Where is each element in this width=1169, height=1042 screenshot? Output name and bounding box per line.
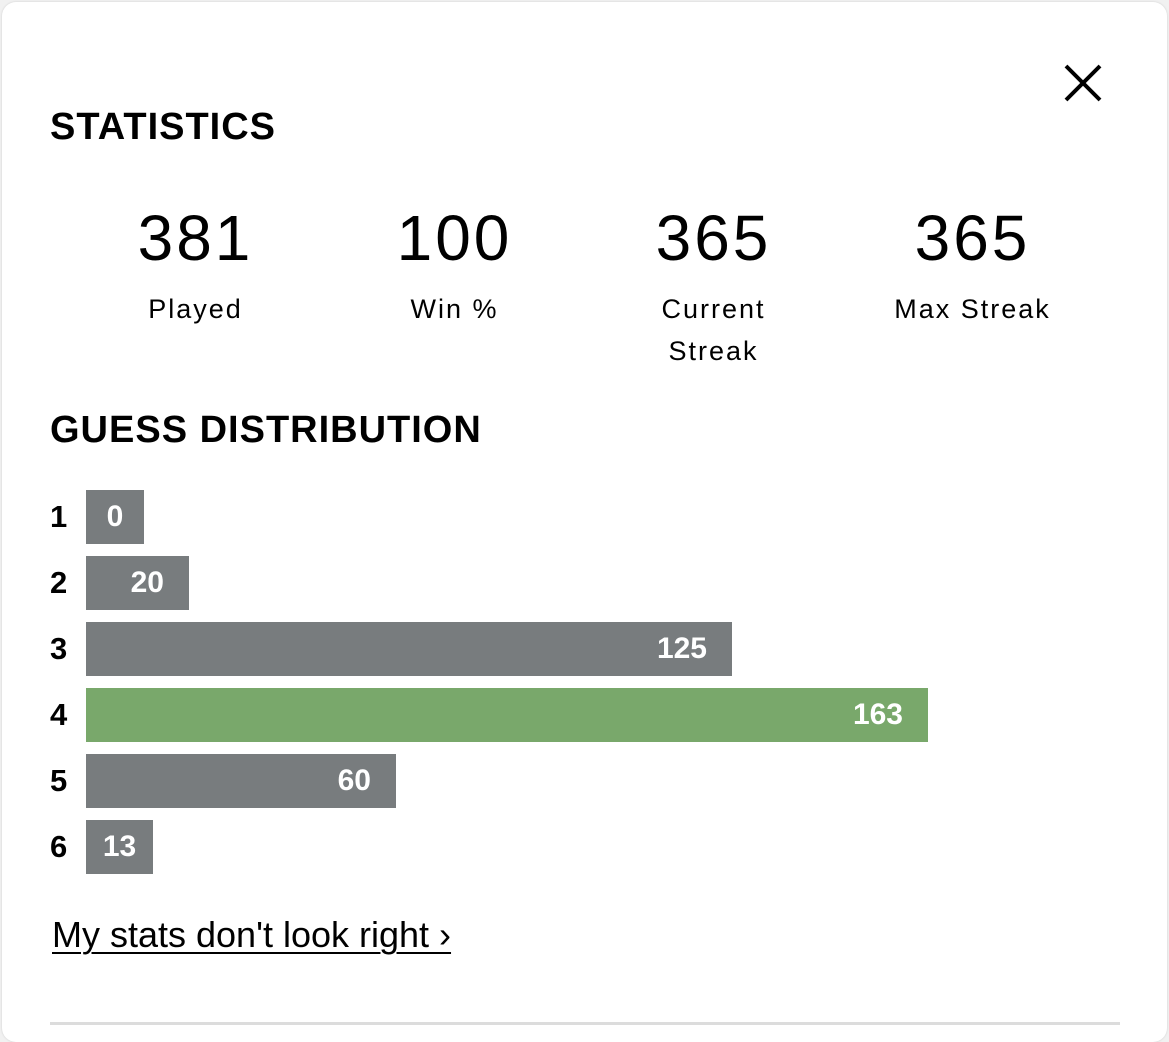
stats-feedback-link[interactable]: My stats don't look right › — [52, 914, 452, 955]
distribution-bar: 0 — [86, 490, 144, 544]
bar-count: 60 — [337, 764, 371, 797]
distribution-row-5: 5 60 — [50, 754, 1120, 808]
close-button[interactable] — [1062, 62, 1104, 104]
stat-value: 365 — [655, 202, 772, 274]
stat-label: Played — [148, 294, 243, 324]
distribution-bar: 13 — [86, 820, 153, 874]
stat-value: 365 — [914, 202, 1031, 274]
statistics-title: STATISTICS — [50, 106, 277, 148]
guess-number: 6 — [50, 829, 68, 864]
stat-current-streak: 365 Current Streak — [584, 200, 843, 372]
distribution-row-1: 1 0 — [50, 490, 1120, 544]
guess-distribution-chart: 1 0 2 20 3 125 4 163 5 60 — [50, 490, 1120, 886]
bar-count: 13 — [102, 830, 137, 863]
stat-max-streak: 365 Max Streak — [843, 200, 1102, 372]
distribution-bar: 20 — [86, 556, 189, 610]
distribution-row-2: 2 20 — [50, 556, 1120, 610]
guess-number: 5 — [50, 763, 68, 798]
close-icon[interactable] — [1062, 62, 1104, 104]
stat-value: 381 — [137, 202, 254, 274]
stat-win-percent: 100 Win % — [325, 200, 584, 372]
guess-number: 1 — [50, 499, 68, 534]
bar-count: 0 — [106, 500, 124, 533]
stat-label: Current Streak — [661, 294, 766, 366]
guess-number: 2 — [50, 565, 68, 600]
stats-row: 381 Played 100 Win % 365 Current Streak … — [66, 200, 1102, 372]
bar-count: 163 — [852, 698, 903, 731]
stat-played: 381 Played — [66, 200, 325, 372]
guess-number: 3 — [50, 631, 68, 666]
distribution-bar: 60 — [86, 754, 396, 808]
stat-label: Max Streak — [894, 294, 1051, 324]
stat-label: Win % — [410, 294, 499, 324]
distribution-row-3: 3 125 — [50, 622, 1120, 676]
divider — [50, 1022, 1120, 1025]
distribution-bar: 125 — [86, 622, 732, 676]
bar-count: 125 — [656, 632, 707, 665]
guess-distribution-title: GUESS DISTRIBUTION — [50, 409, 482, 451]
stat-value: 100 — [396, 202, 513, 274]
distribution-bar: 163 — [86, 688, 928, 742]
distribution-row-6: 6 13 — [50, 820, 1120, 874]
bar-count: 20 — [130, 566, 164, 599]
distribution-row-4: 4 163 — [50, 688, 1120, 742]
guess-number: 4 — [50, 697, 68, 732]
